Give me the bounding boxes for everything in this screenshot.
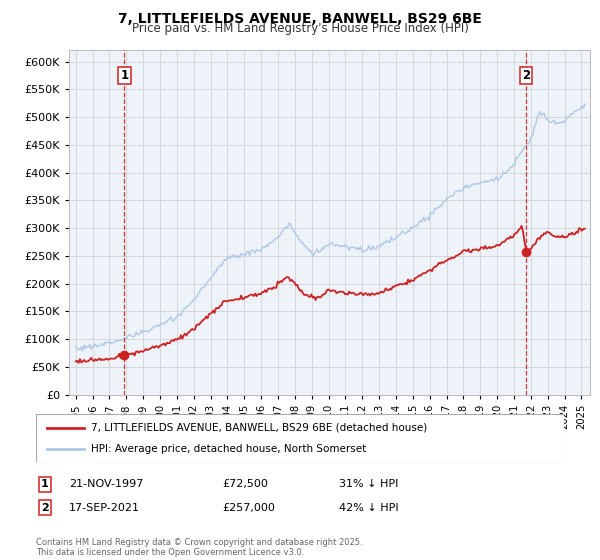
Text: 21-NOV-1997: 21-NOV-1997: [69, 479, 143, 489]
Text: 31% ↓ HPI: 31% ↓ HPI: [339, 479, 398, 489]
Text: Price paid vs. HM Land Registry's House Price Index (HPI): Price paid vs. HM Land Registry's House …: [131, 22, 469, 35]
Text: £72,500: £72,500: [222, 479, 268, 489]
Text: 1: 1: [41, 479, 49, 489]
Text: 17-SEP-2021: 17-SEP-2021: [69, 503, 140, 513]
Text: Contains HM Land Registry data © Crown copyright and database right 2025.
This d: Contains HM Land Registry data © Crown c…: [36, 538, 362, 557]
Text: 2: 2: [522, 69, 530, 82]
Text: £257,000: £257,000: [222, 503, 275, 513]
Text: 7, LITTLEFIELDS AVENUE, BANWELL, BS29 6BE (detached house): 7, LITTLEFIELDS AVENUE, BANWELL, BS29 6B…: [91, 423, 428, 433]
Text: HPI: Average price, detached house, North Somerset: HPI: Average price, detached house, Nort…: [91, 444, 367, 454]
Text: 1: 1: [121, 69, 128, 82]
Text: 7, LITTLEFIELDS AVENUE, BANWELL, BS29 6BE: 7, LITTLEFIELDS AVENUE, BANWELL, BS29 6B…: [118, 12, 482, 26]
Text: 2: 2: [41, 503, 49, 513]
Text: 42% ↓ HPI: 42% ↓ HPI: [339, 503, 398, 513]
